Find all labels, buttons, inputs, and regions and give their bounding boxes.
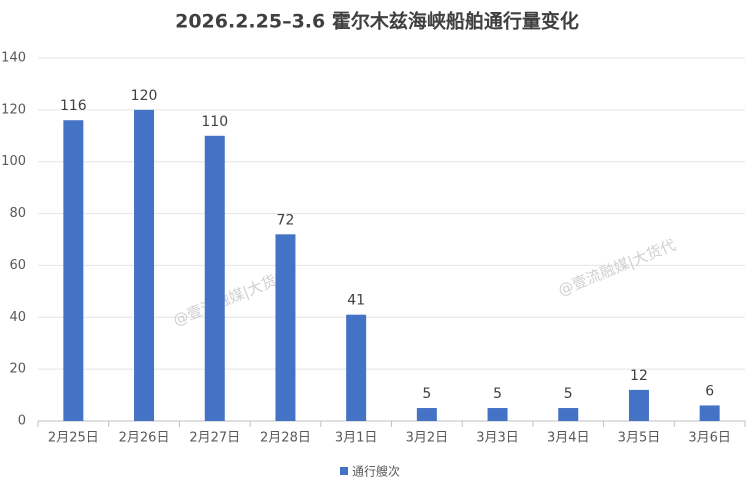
bar xyxy=(204,135,225,422)
y-tick-label: 0 xyxy=(18,414,26,429)
bar xyxy=(63,120,84,421)
x-tick-label: 3月4日 xyxy=(547,431,590,446)
y-tick-label: 80 xyxy=(9,206,26,221)
y-tick-label: 100 xyxy=(1,154,26,169)
y-tick-label: 20 xyxy=(9,362,26,377)
bar xyxy=(346,314,367,421)
value-label: 6 xyxy=(705,383,714,399)
legend-label: 通行艘次 xyxy=(352,464,400,479)
bar xyxy=(416,408,437,421)
legend-swatch xyxy=(340,467,348,475)
value-label: 110 xyxy=(201,114,228,130)
value-label: 72 xyxy=(277,212,295,228)
x-tick-label: 2月26日 xyxy=(119,431,170,446)
x-tick-label: 3月1日 xyxy=(335,431,378,446)
bar xyxy=(558,408,579,421)
x-tick-label: 3月6日 xyxy=(688,431,731,446)
x-tick-label: 2月28日 xyxy=(260,431,311,446)
y-tick-label: 120 xyxy=(1,102,26,117)
x-tick-label: 3月2日 xyxy=(406,431,449,446)
bar xyxy=(134,109,155,421)
value-label: 5 xyxy=(422,386,431,402)
y-tick-label: 40 xyxy=(9,310,26,325)
y-tick-label: 140 xyxy=(1,51,26,66)
value-label: 116 xyxy=(60,98,87,114)
x-tick-label: 2月25日 xyxy=(48,431,99,446)
bar xyxy=(487,408,508,421)
value-label: 12 xyxy=(630,368,648,384)
y-tick-label: 60 xyxy=(9,258,26,273)
value-label: 5 xyxy=(493,386,502,402)
chart-title: 2026.2.25–3.6 霍尔木兹海峡船舶通行量变化 xyxy=(175,10,579,33)
watermark: @壹流融媒|大货代 xyxy=(170,266,293,330)
value-label: 120 xyxy=(131,88,158,104)
value-label: 5 xyxy=(564,386,573,402)
bar xyxy=(275,234,296,421)
x-tick-label: 3月5日 xyxy=(618,431,661,446)
value-label: 41 xyxy=(347,293,365,309)
bar xyxy=(699,405,720,421)
x-tick-label: 3月3日 xyxy=(476,431,519,446)
watermark: @壹流融媒|大货代 xyxy=(555,236,678,300)
bar xyxy=(628,389,649,421)
x-tick-label: 2月27日 xyxy=(189,431,240,446)
